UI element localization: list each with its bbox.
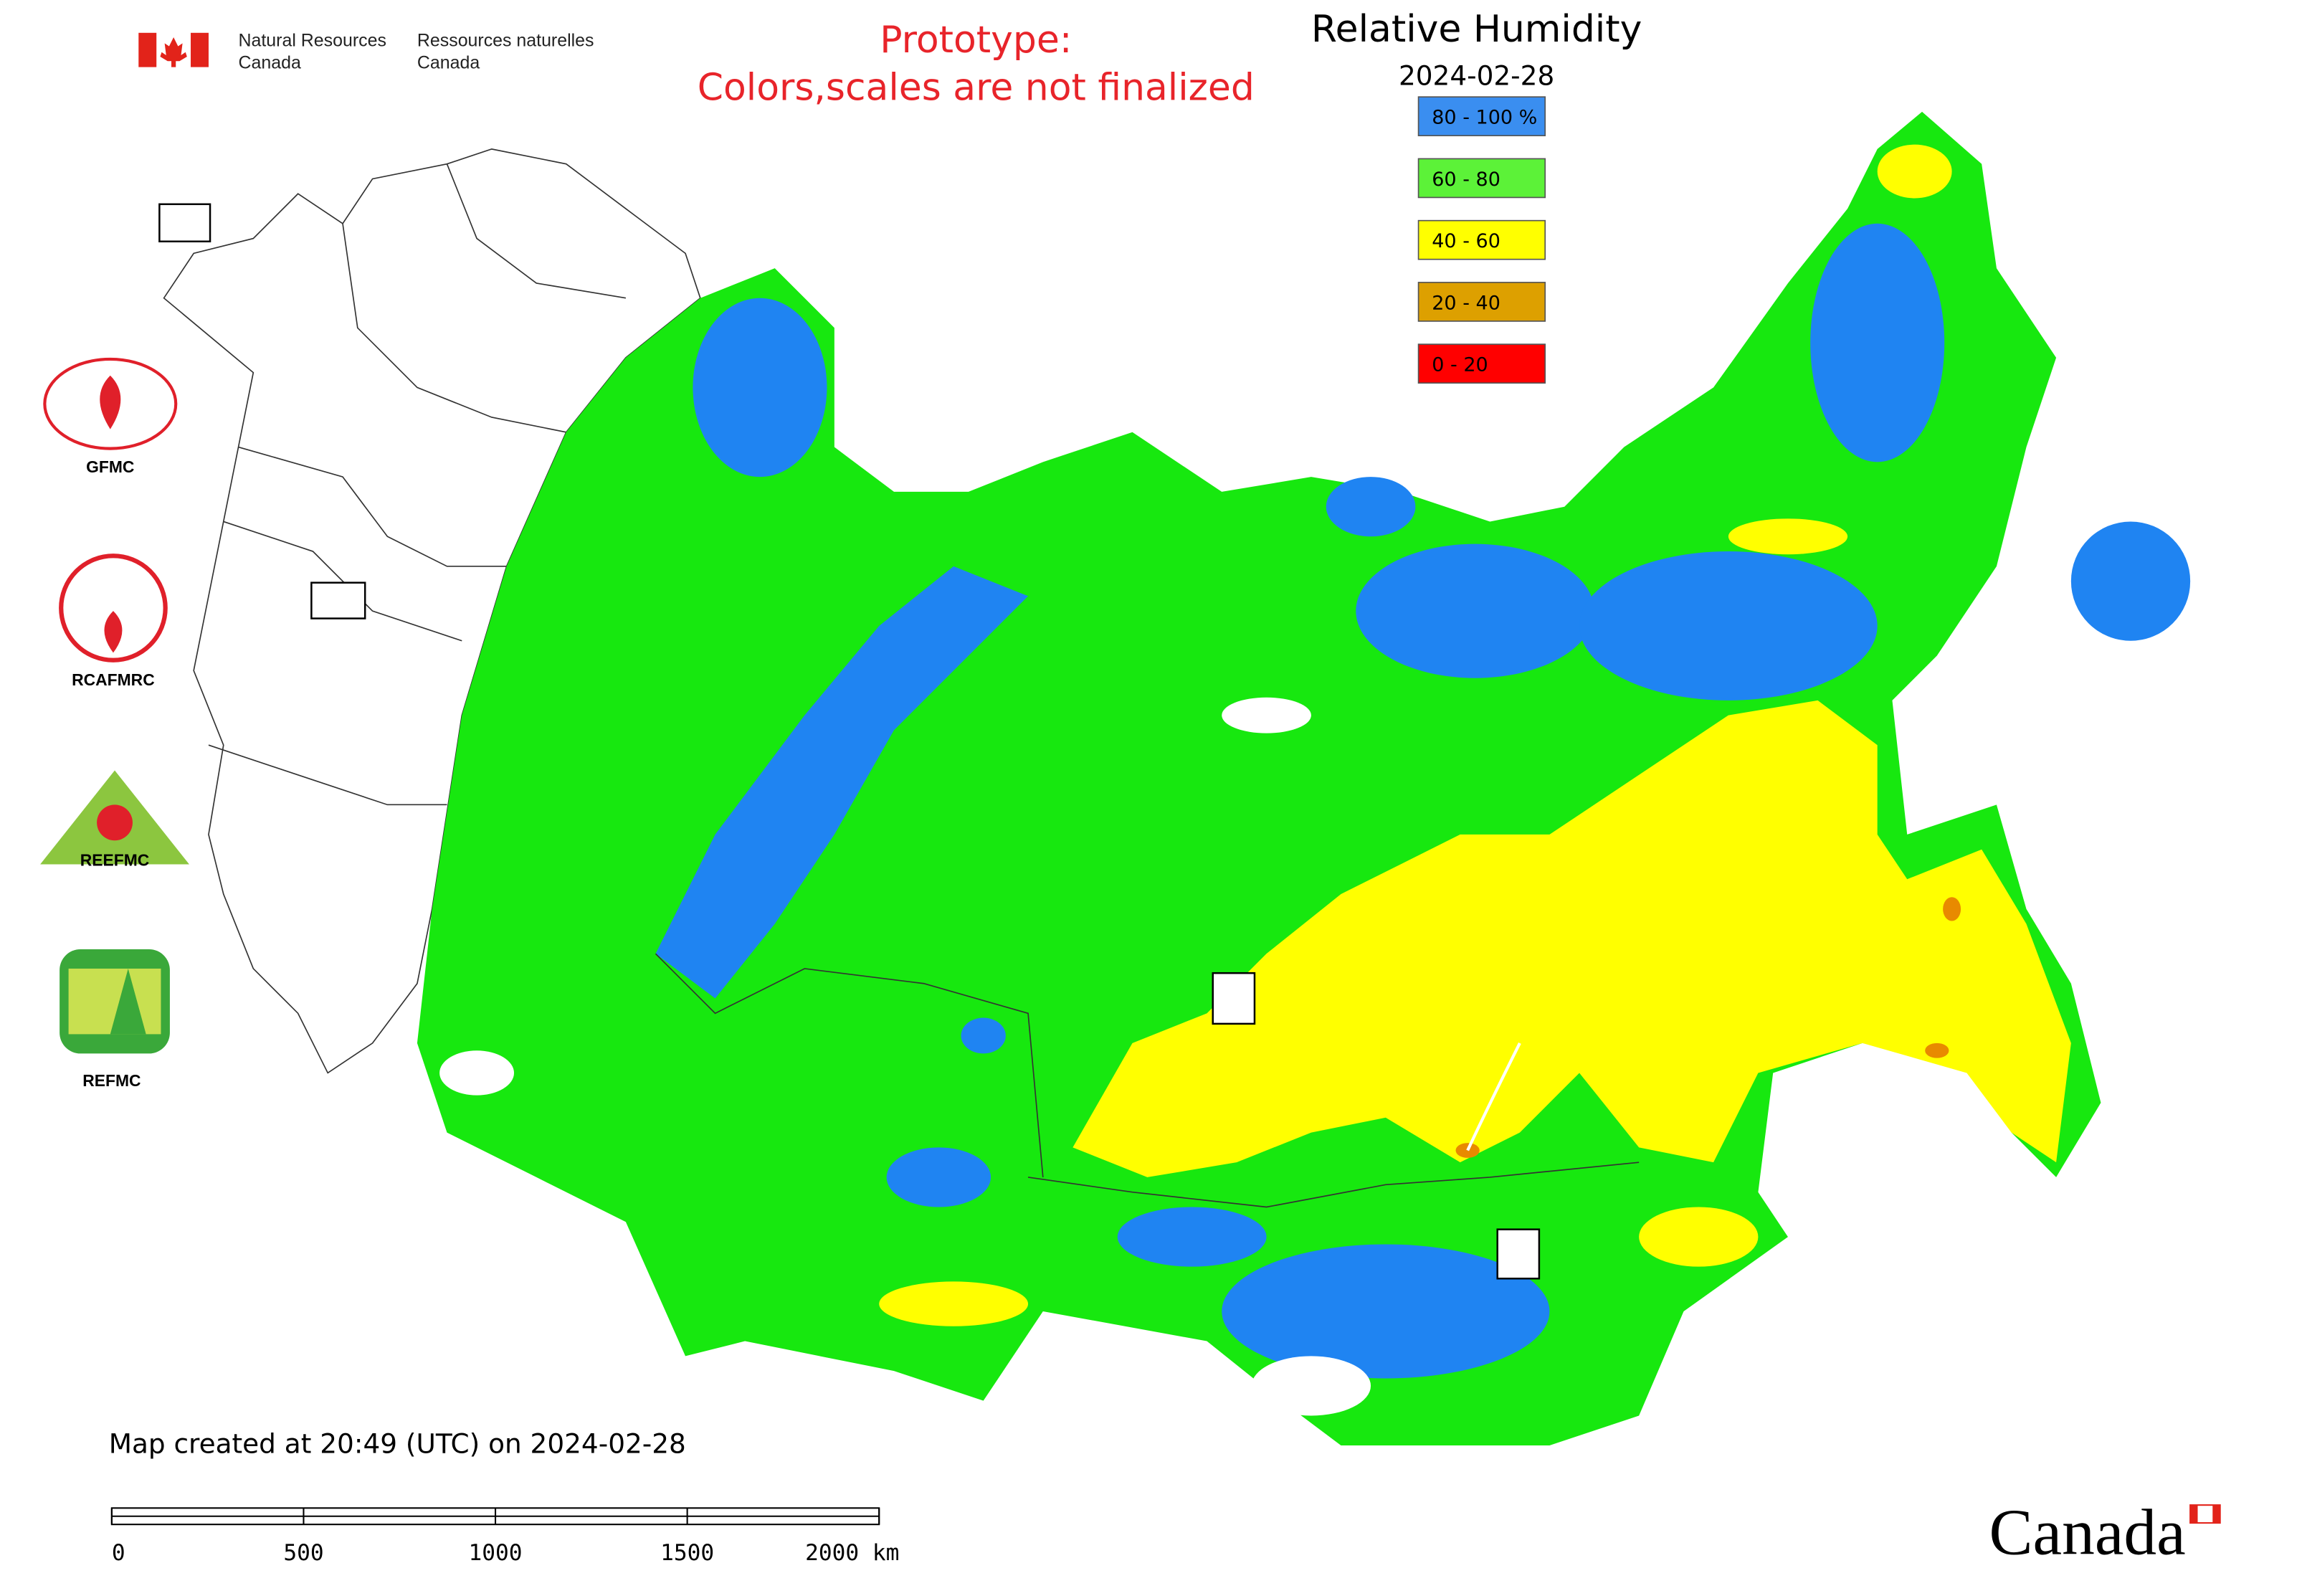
partner-logos: GFMC RCAFMRC REEFMC REFMC [40, 357, 189, 1090]
department-en: Natural Resources [239, 30, 386, 50]
legend-swatch [1417, 158, 1546, 199]
creation-note: Map created at 20:49 (UTC) on 2024-02-28 [109, 1428, 686, 1459]
basemap-outline [163, 148, 701, 1074]
department-en: Canada [239, 53, 301, 73]
region-80-100 [655, 223, 2191, 1379]
goc-signature: Natural Resources Canada Ressources natu… [138, 30, 594, 73]
region-20-40 [1455, 897, 1961, 1158]
no-data [439, 697, 1371, 1416]
map-title: Relative Humidity [1311, 8, 1642, 51]
center-markers [158, 203, 1541, 1280]
canada-wordmark: Canada [1989, 1496, 2221, 1569]
region-40-60 [879, 144, 2071, 1326]
prototype-notice: Colors,scales are not finalized [698, 66, 1255, 109]
legend-label: 40 - 60 [1432, 230, 1500, 252]
wordmark-text: Canada [1989, 1496, 2186, 1569]
scale-label: 1500 [660, 1540, 714, 1566]
scale-label: 2000 km [805, 1540, 899, 1566]
legend-label: 0 - 20 [1432, 354, 1488, 376]
prototype-notice: Prototype: [880, 19, 1072, 62]
legend: 80 - 100 % 60 - 80 40 - 60 20 - 40 0 - 20 [1417, 96, 1546, 384]
legend-label: 60 - 80 [1432, 168, 1500, 191]
partner-name: REEFMC [80, 851, 150, 870]
partner-name: GFMC [86, 457, 134, 476]
legend-swatch [1417, 282, 1546, 322]
department-fr: Canada [417, 53, 480, 73]
scale-label: 1000 [469, 1540, 523, 1566]
legend-label: 20 - 40 [1432, 292, 1500, 314]
legend-swatch [1417, 219, 1546, 260]
partner-name: REFMC [82, 1071, 141, 1090]
scale-label: 0 [112, 1540, 125, 1566]
legend-label: 80 - 100 % [1432, 107, 1537, 129]
department-fr: Ressources naturelles [417, 30, 594, 50]
map-date: 2024-02-28 [1399, 60, 1554, 92]
scale-label: 500 [283, 1540, 323, 1566]
legend-swatch [1417, 96, 1546, 137]
scale-bar: 0 500 1000 1500 2000 km [110, 1507, 899, 1566]
partner-name: RCAFMRC [72, 670, 155, 689]
humidity-raster [417, 111, 2191, 1446]
legend-swatch [1417, 343, 1546, 384]
